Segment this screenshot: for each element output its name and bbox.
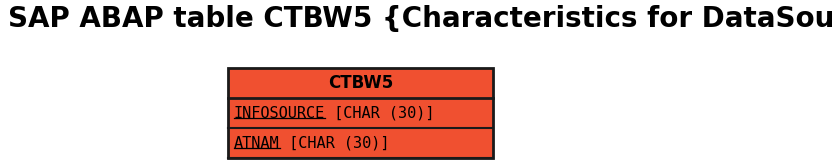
Text: CTBW5: CTBW5 [328, 74, 393, 92]
Text: SAP ABAP table CTBW5 {Characteristics for DataSources}: SAP ABAP table CTBW5 {Characteristics fo… [8, 5, 836, 33]
Text: [CHAR (30)]: [CHAR (30)] [325, 105, 434, 120]
Text: [CHAR (30)]: [CHAR (30)] [279, 135, 389, 150]
Text: ATNAM: ATNAM [234, 135, 279, 150]
Bar [227, 68, 492, 158]
Text: INFOSOURCE: INFOSOURCE [234, 105, 325, 120]
